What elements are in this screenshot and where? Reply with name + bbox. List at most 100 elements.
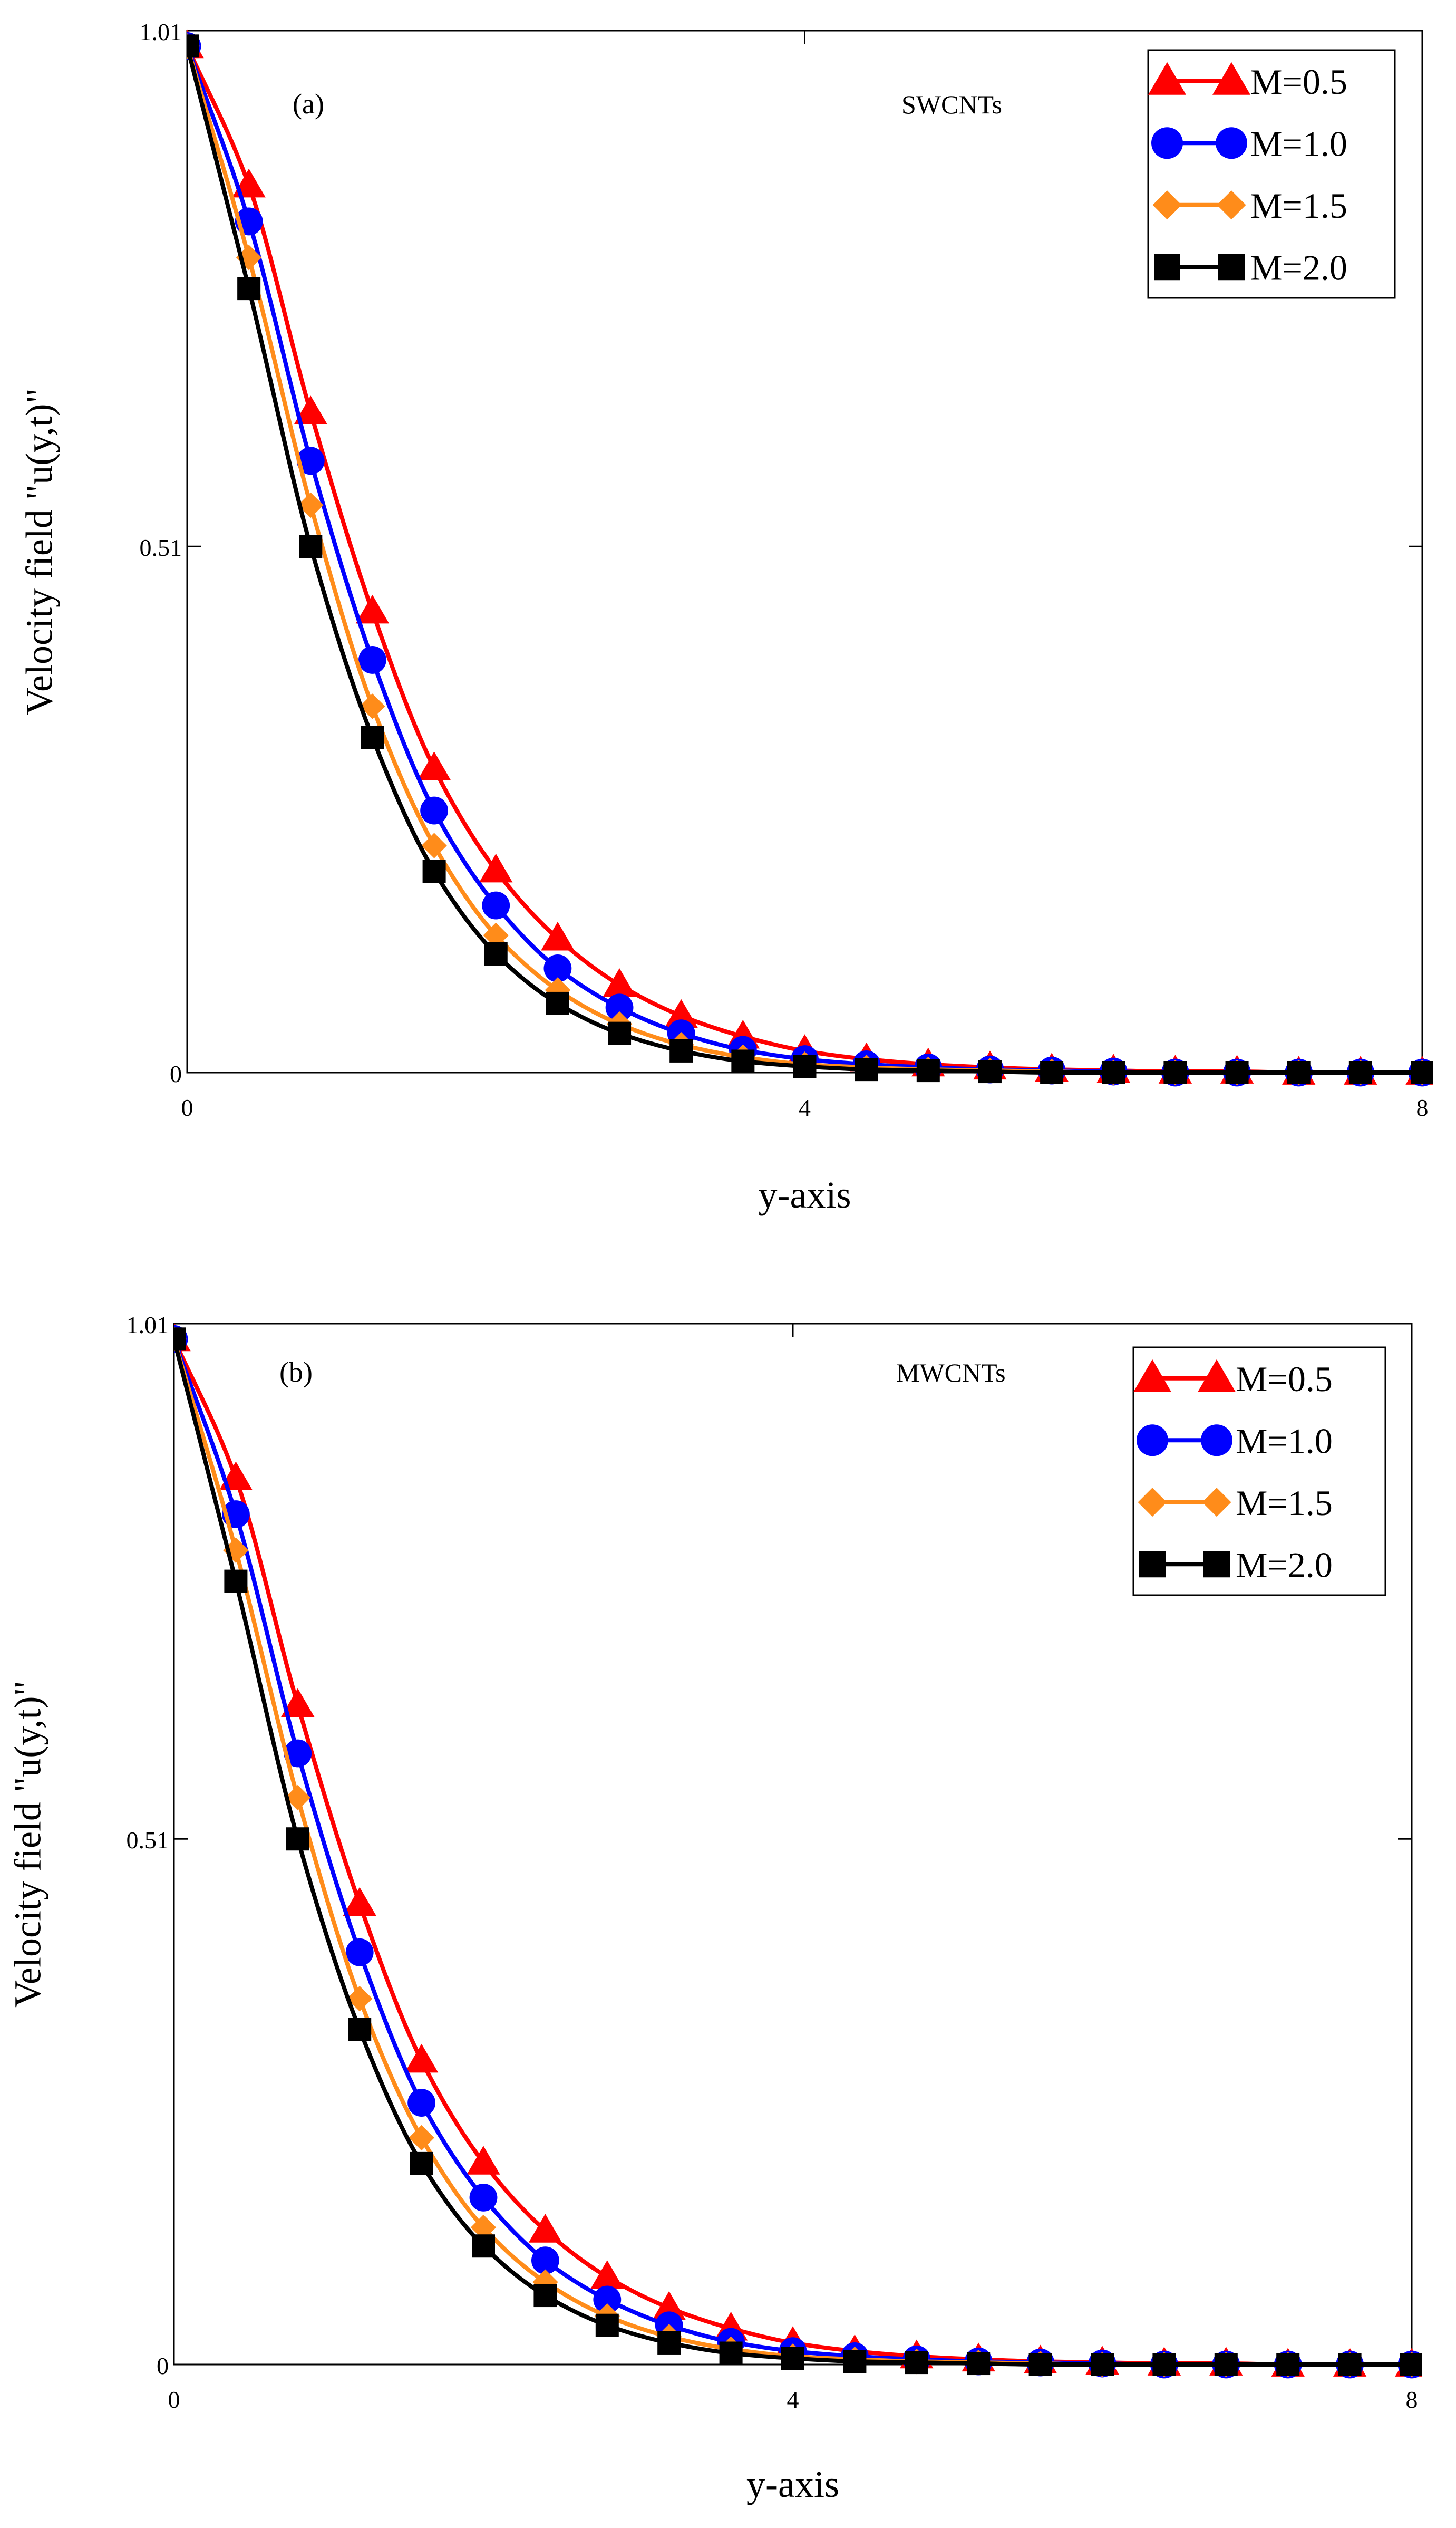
nanotube-type-label: MWCNTs	[896, 1358, 1006, 1387]
series-M=2.0	[187, 34, 1433, 1084]
data-point	[608, 1021, 632, 1045]
y-tick-label: 0	[157, 2352, 169, 2379]
data-point	[1287, 1061, 1311, 1084]
legend-entry: M=2.0	[1250, 247, 1347, 287]
data-point	[1400, 2353, 1422, 2376]
x-tick-label: 4	[787, 2386, 799, 2413]
data-point	[237, 277, 261, 301]
data-point	[345, 1938, 374, 1966]
data-point	[855, 1058, 878, 1082]
data-point	[731, 1049, 755, 1073]
legend: M=0.5 M=1.0 M=1.5 M=2.0	[1132, 1346, 1386, 1596]
legend-entry: M=1.0	[1250, 123, 1347, 163]
data-point	[187, 34, 199, 58]
legend-marker	[1151, 127, 1183, 159]
y-tick-label: 1.01	[127, 1311, 169, 1338]
y-axis-title: Velocity field "u(y,t)"	[18, 388, 61, 715]
data-point	[360, 693, 385, 719]
panel-label: (a)	[293, 88, 324, 120]
data-point	[605, 993, 634, 1022]
data-point	[361, 726, 384, 749]
data-point	[343, 1887, 376, 1916]
data-point	[1225, 1061, 1249, 1084]
data-point	[296, 447, 325, 475]
panel-label: (b)	[279, 1356, 313, 1388]
data-point	[358, 646, 386, 674]
data-point	[593, 2285, 622, 2314]
data-point	[479, 853, 513, 883]
data-point	[417, 751, 451, 780]
legend-marker	[1216, 127, 1247, 159]
data-point	[978, 1060, 1002, 1084]
legend-marker	[1139, 1551, 1166, 1578]
legend-entry: M=1.5	[1250, 186, 1347, 226]
data-point	[793, 1055, 817, 1078]
legend-box	[1132, 1346, 1386, 1596]
y-tick-label: 0.51	[127, 1827, 169, 1854]
chart-panel-2: 0 4 8 0 0.51 1.01 y-axis Velocity field "u(y,t)…	[7, 1311, 1422, 2505]
data-point	[719, 2341, 743, 2365]
nanotube-type-label: SWCNTs	[901, 90, 1002, 119]
y-tick-label: 0.51	[140, 534, 182, 561]
legend-marker	[1137, 1424, 1168, 1456]
data-point	[669, 1039, 693, 1063]
x-tick-label: 8	[1406, 2386, 1418, 2413]
x-axis-title: y-axis	[746, 2463, 839, 2505]
data-point	[482, 891, 510, 920]
legend-marker	[1154, 254, 1180, 281]
data-point	[407, 2089, 435, 2117]
data-point	[483, 922, 509, 948]
data-point	[1163, 1061, 1187, 1084]
x-tick-label: 0	[168, 2386, 180, 2413]
data-point	[284, 1739, 312, 1768]
data-point	[409, 2125, 434, 2151]
data-point	[299, 535, 323, 558]
data-point	[174, 1327, 186, 1351]
legend-entry: M=0.5	[1250, 62, 1347, 102]
data-point	[298, 492, 324, 518]
data-point	[916, 1059, 940, 1083]
series-M=2.0	[174, 1327, 1422, 2376]
data-point	[347, 1985, 373, 2012]
y-tick-label: 1.01	[140, 18, 182, 45]
y-tick-label: 0	[170, 1060, 182, 1087]
data-point	[469, 2183, 498, 2212]
legend-marker	[1202, 1488, 1231, 1517]
data-point	[543, 954, 572, 982]
data-point	[528, 2214, 562, 2243]
legend: M=0.5 M=1.0 M=1.5 M=2.0	[1147, 49, 1396, 299]
data-point	[422, 860, 446, 883]
legend-box	[1147, 49, 1396, 299]
data-point	[1348, 1061, 1372, 1084]
data-point	[1040, 1061, 1064, 1084]
data-point	[285, 1784, 310, 1811]
data-point	[470, 2214, 497, 2241]
data-point	[967, 2352, 991, 2376]
legend-entry: M=1.0	[1236, 1421, 1333, 1461]
data-point	[1091, 2353, 1114, 2376]
data-point	[603, 968, 636, 997]
data-point	[467, 2146, 500, 2175]
data-point	[420, 796, 448, 825]
data-point	[1028, 2353, 1052, 2376]
chart-panel-1: 0 4 8 0 0.51 1.01 y-axis Velocity field "u(y,t)…	[18, 18, 1433, 1216]
legend-marker	[1212, 62, 1250, 95]
y-axis-title: Velocity field "u(y,t)"	[7, 1681, 49, 2008]
x-tick-label: 8	[1416, 1094, 1429, 1121]
data-point	[355, 594, 390, 624]
data-point	[590, 2260, 624, 2289]
data-point	[484, 942, 508, 966]
data-point	[905, 2351, 928, 2375]
data-point	[781, 2347, 804, 2370]
x-axis-title: y-axis	[759, 1174, 851, 1216]
data-point	[404, 2043, 439, 2073]
data-point	[595, 2313, 619, 2337]
legend-marker	[1218, 254, 1245, 281]
data-point	[545, 977, 571, 1003]
data-point	[657, 2331, 681, 2355]
x-tick-label: 4	[799, 1094, 811, 1121]
legend-marker	[1203, 1551, 1230, 1578]
data-point	[294, 395, 327, 424]
legend-marker	[1201, 1424, 1232, 1456]
